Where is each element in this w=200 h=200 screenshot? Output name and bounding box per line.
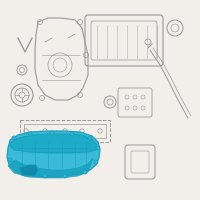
- Circle shape: [94, 160, 98, 164]
- Circle shape: [23, 172, 27, 176]
- Polygon shape: [7, 131, 100, 177]
- Circle shape: [63, 174, 67, 178]
- Circle shape: [88, 136, 92, 140]
- Bar: [20, 120, 110, 142]
- Circle shape: [83, 170, 87, 174]
- Bar: [24, 124, 106, 138]
- Circle shape: [50, 131, 54, 135]
- Polygon shape: [10, 134, 97, 153]
- Circle shape: [28, 132, 32, 136]
- Circle shape: [70, 132, 74, 136]
- Circle shape: [96, 146, 100, 150]
- Circle shape: [8, 158, 12, 162]
- Circle shape: [12, 136, 16, 140]
- Circle shape: [43, 174, 47, 178]
- Polygon shape: [20, 165, 38, 176]
- Polygon shape: [8, 158, 93, 178]
